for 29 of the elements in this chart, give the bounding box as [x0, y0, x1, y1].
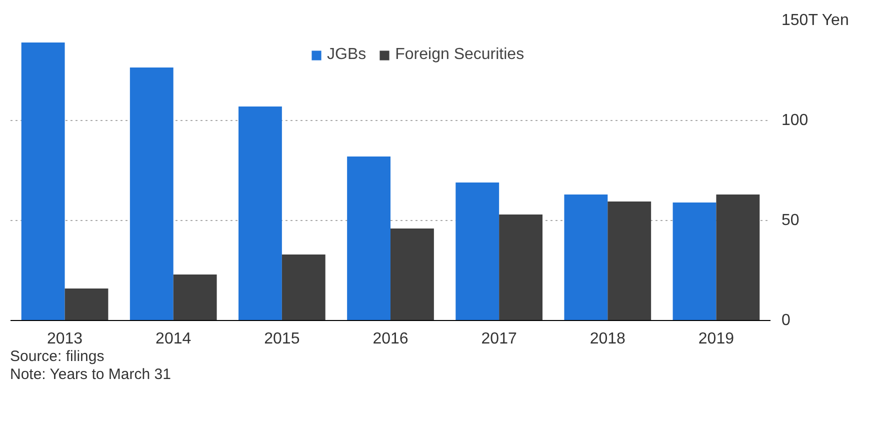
bar — [564, 194, 608, 320]
y-tick-label: 0 — [782, 312, 790, 329]
text: Note: Years to March 31 — [10, 365, 171, 385]
bar — [64, 288, 108, 320]
x-tick-label: 2019 — [698, 330, 734, 348]
x-tick-label: 2013 — [46, 330, 83, 348]
bar — [716, 194, 760, 320]
bar — [238, 106, 282, 320]
x-tick-label: 2017 — [481, 330, 517, 348]
x-tick-label: 2016 — [372, 330, 408, 348]
x-tick-label: 2014 — [156, 330, 192, 348]
source-note: Source: filings — [10, 347, 104, 367]
y-tick-label: 50 — [782, 212, 800, 229]
bar — [173, 274, 217, 320]
bar — [347, 156, 390, 320]
x-tick-label: 2015 — [264, 330, 300, 348]
bar — [21, 42, 65, 320]
bar — [456, 182, 500, 320]
x-tick-label: 2018 — [590, 330, 626, 348]
bar — [130, 68, 174, 320]
legend-label: Foreign Securities — [395, 46, 524, 64]
bar — [672, 202, 716, 320]
legend-label: JGBs — [327, 46, 366, 64]
y-tick-label: 150T Yen — [782, 12, 849, 29]
bar — [608, 202, 652, 320]
bar — [499, 214, 542, 320]
y-tick-label: 100 — [782, 112, 808, 129]
bar — [390, 228, 434, 320]
bar — [282, 254, 326, 320]
